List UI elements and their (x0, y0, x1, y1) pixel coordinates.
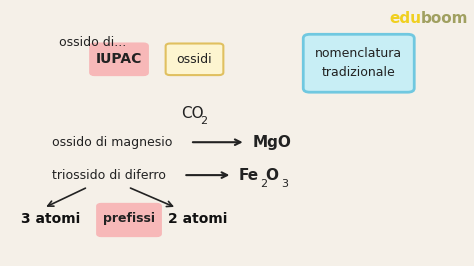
Text: triossido di diferro: triossido di diferro (53, 169, 166, 182)
Text: 2: 2 (200, 116, 207, 126)
Text: 3 atomi: 3 atomi (21, 211, 81, 226)
Text: nomenclatura
tradizionale: nomenclatura tradizionale (315, 47, 402, 79)
FancyBboxPatch shape (165, 44, 223, 75)
Text: O: O (265, 168, 279, 183)
Text: 3: 3 (281, 178, 288, 189)
Text: ossido di...: ossido di... (59, 36, 127, 49)
Text: 2: 2 (260, 178, 267, 189)
Text: prefissi: prefissi (103, 212, 155, 225)
FancyBboxPatch shape (303, 34, 414, 92)
Text: ossidi: ossidi (177, 53, 212, 66)
Text: IUPAC: IUPAC (96, 52, 142, 66)
FancyBboxPatch shape (97, 203, 161, 236)
Text: boom: boom (421, 11, 468, 26)
Text: ossido di magnesio: ossido di magnesio (53, 136, 173, 149)
Text: Fe: Fe (239, 168, 259, 183)
Text: CO: CO (181, 106, 204, 121)
Text: 2 atomi: 2 atomi (168, 211, 227, 226)
Text: MgO: MgO (252, 135, 291, 150)
FancyBboxPatch shape (90, 44, 148, 75)
Text: edu: edu (389, 11, 421, 26)
